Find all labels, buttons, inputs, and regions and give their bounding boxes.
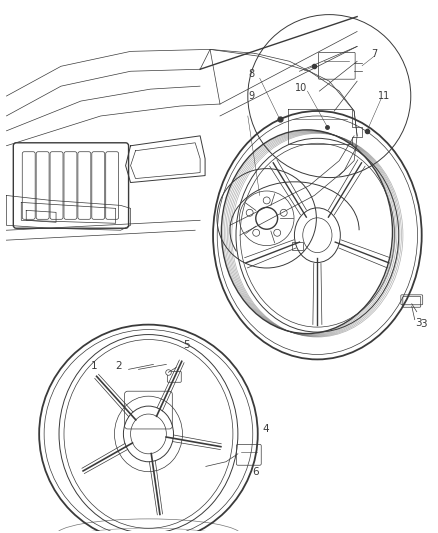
- Text: 11: 11: [378, 91, 390, 101]
- Text: 6: 6: [252, 467, 259, 477]
- Text: 4: 4: [262, 424, 269, 434]
- Bar: [292, 241, 304, 249]
- Text: 9: 9: [249, 91, 255, 101]
- Text: 5: 5: [183, 340, 190, 350]
- Text: 3: 3: [415, 318, 422, 328]
- Text: 10: 10: [295, 83, 307, 93]
- Text: 7: 7: [371, 50, 377, 59]
- Text: 3: 3: [420, 319, 427, 329]
- Text: 8: 8: [249, 69, 255, 79]
- Text: 1: 1: [91, 361, 97, 372]
- Text: 2: 2: [115, 361, 122, 372]
